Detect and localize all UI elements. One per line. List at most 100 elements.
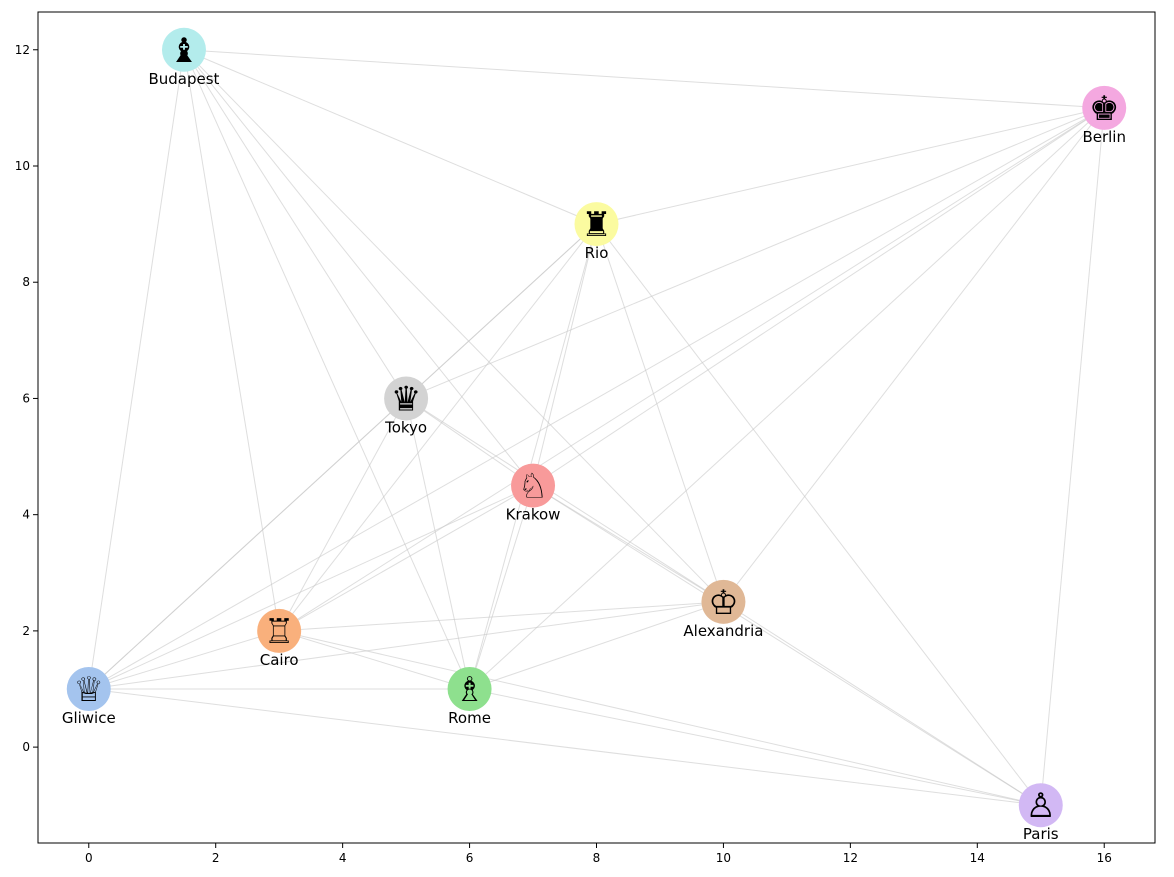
edge-alexandria-paris [723, 601, 1042, 806]
node-circle [511, 463, 556, 508]
x-tick-label: 10 [716, 851, 731, 865]
edge-krakow-paris [532, 485, 1042, 806]
node-circle [447, 667, 492, 712]
node-tokyo: ♛Tokyo [384, 376, 429, 436]
node-gliwice: ♕Gliwice [62, 667, 116, 727]
rook-icon: ♖ [264, 612, 294, 652]
edge-budapest-tokyo [183, 49, 407, 399]
x-tick-label: 16 [1097, 851, 1112, 865]
y-tick-label: 8 [22, 275, 30, 289]
edge-budapest-berlin [183, 49, 1105, 109]
edge-alexandria-rome [469, 601, 724, 690]
edge-rio-krakow [532, 223, 597, 486]
edge-budapest-cairo [183, 49, 280, 631]
node-layer: ♝Budapest ♚Berlin ♜Rio ♛Tokyo ♘Krakow ♔Alexan… [62, 27, 1127, 843]
x-tick-label: 4 [339, 851, 347, 865]
node-circle [66, 667, 111, 712]
x-tick-label: 14 [970, 851, 985, 865]
pawn-icon: ♙ [1026, 786, 1056, 826]
edge-berlin-rome [469, 107, 1105, 690]
edge-budapest-gliwice [88, 49, 185, 690]
axes: 0 2 4 6 8 10 12 14 16 0 2 4 6 8 10 12 [15, 11, 1156, 865]
node-rio: ♜Rio [574, 202, 619, 262]
node-label: Rio [585, 244, 609, 262]
node-label: Paris [1023, 825, 1059, 843]
edge-gliwice-paris [88, 688, 1041, 806]
bishop-icon: ♝ [169, 31, 199, 71]
edge-krakow-cairo [278, 485, 534, 632]
edge-krakow-alexandria [532, 485, 724, 603]
node-label: Alexandria [683, 622, 763, 640]
y-tick-label: 4 [22, 508, 30, 522]
edge-budapest-krakow [183, 49, 534, 486]
node-label: Tokyo [384, 418, 427, 436]
edge-rio-paris [596, 223, 1042, 806]
node-berlin: ♚Berlin [1082, 85, 1127, 146]
edge-tokyo-alexandria [405, 398, 724, 603]
node-circle [701, 579, 746, 624]
node-label: Krakow [506, 506, 561, 524]
node-krakow: ♘Krakow [506, 463, 561, 524]
rook-icon: ♜ [581, 205, 611, 245]
king-icon: ♚ [1089, 89, 1119, 129]
edge-cairo-rome [279, 630, 470, 690]
edge-rome-paris [469, 688, 1041, 806]
node-circle [257, 608, 302, 653]
x-tick-label: 8 [593, 851, 601, 865]
edge-berlin-tokyo [405, 107, 1105, 399]
edge-berlin-alexandria [723, 107, 1105, 603]
node-budapest: ♝Budapest [148, 27, 220, 88]
node-label: Gliwice [62, 709, 116, 727]
node-circle [161, 27, 206, 72]
x-tick-label: 12 [843, 851, 858, 865]
king-icon: ♔ [708, 583, 738, 623]
node-circle [1018, 783, 1063, 828]
edge-cairo-paris [279, 630, 1041, 806]
queen-icon: ♕ [74, 670, 104, 710]
edge-budapest-rio [183, 49, 597, 225]
y-tick-label: 2 [22, 624, 30, 638]
edge-alexandria-gliwice [88, 601, 724, 690]
edge-budapest-alexandria [183, 49, 724, 603]
edge-rio-alexandria [596, 223, 724, 602]
edge-tokyo-gliwice [88, 398, 407, 690]
knight-icon: ♘ [518, 467, 548, 507]
edge-rio-cairo [278, 223, 597, 632]
edge-berlin-rio [596, 107, 1105, 225]
node-label: Cairo [260, 651, 299, 669]
node-circle [384, 376, 429, 421]
node-label: Budapest [148, 70, 219, 88]
y-tick-label: 0 [22, 740, 30, 754]
edge-krakow-rome [469, 485, 534, 690]
node-cairo: ♖Cairo [257, 608, 302, 669]
edge-berlin-krakow [532, 107, 1105, 487]
y-tick-label: 10 [15, 159, 30, 173]
edge-tokyo-rome [405, 398, 471, 690]
edge-berlin-gliwice [88, 107, 1105, 690]
edge-tokyo-krakow [405, 398, 534, 487]
node-paris: ♙Paris [1018, 783, 1063, 843]
edge-budapest-rome [183, 49, 471, 690]
y-tick-label: 6 [22, 391, 30, 405]
node-label: Berlin [1082, 128, 1126, 146]
edge-krakow-gliwice [88, 485, 534, 690]
edge-layer [88, 49, 1105, 806]
x-tick-label: 0 [85, 851, 93, 865]
edge-berlin-paris [1040, 107, 1105, 806]
node-circle [1082, 85, 1127, 130]
edge-rio-rome [469, 223, 597, 690]
node-rome: ♗Rome [447, 667, 492, 727]
x-tick-label: 2 [212, 851, 220, 865]
node-label: Rome [448, 709, 491, 727]
x-tick-label: 6 [466, 851, 474, 865]
bishop-icon: ♗ [454, 670, 484, 710]
y-tick-label: 12 [15, 43, 30, 57]
node-alexandria: ♔Alexandria [683, 579, 763, 640]
queen-icon: ♛ [391, 379, 421, 419]
edge-alexandria-cairo [279, 601, 724, 632]
node-circle [574, 202, 619, 247]
edge-berlin-cairo [278, 107, 1105, 632]
edge-cairo-gliwice [88, 630, 280, 690]
